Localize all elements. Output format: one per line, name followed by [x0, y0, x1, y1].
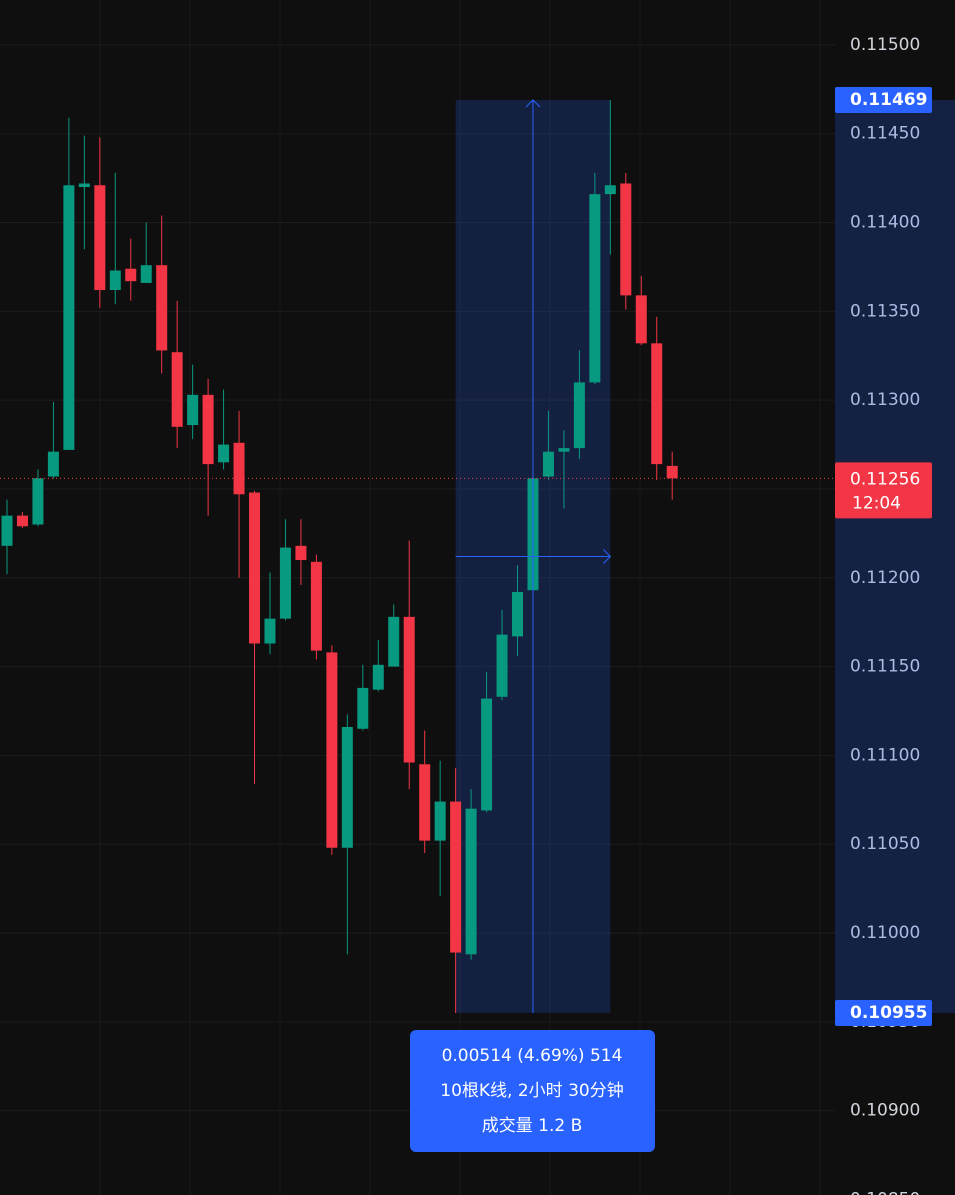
candle-body	[403, 616, 415, 763]
measure-price-tag	[835, 86, 932, 113]
y-tick-label: 0.11350	[850, 301, 920, 321]
measure-tooltip-line: 0.00514 (4.69%) 514	[442, 1046, 623, 1066]
candle-body	[218, 444, 230, 463]
candle-body	[419, 764, 431, 841]
candle-body	[388, 616, 400, 667]
candle-body	[589, 194, 601, 383]
candle-body	[450, 801, 462, 953]
candle-body	[279, 547, 291, 619]
candle-body	[1, 515, 13, 546]
candle-body	[109, 270, 121, 291]
y-tick-label: 0.11300	[850, 390, 920, 410]
y-tick-label: 0.11400	[850, 213, 920, 233]
candle-body	[651, 343, 663, 465]
measure-tooltip-line: 成交量 1.2 B	[482, 1116, 583, 1136]
candle-body	[635, 295, 647, 344]
measure-axis-band	[835, 99, 955, 1013]
candle-body	[16, 515, 28, 527]
candle-body	[202, 394, 214, 465]
last-price-tag	[835, 462, 932, 519]
y-tick-label: 0.11200	[850, 568, 920, 588]
candle-body	[249, 492, 261, 644]
candle-body	[604, 185, 616, 195]
candle-body	[125, 268, 137, 282]
candle-body	[233, 442, 245, 495]
candle-body	[496, 634, 508, 697]
candle-body	[171, 352, 183, 427]
candle-body	[94, 185, 106, 291]
candle-body	[295, 545, 307, 561]
y-tick-label: 0.11050	[850, 834, 920, 854]
measure-tooltip-line: 10根K线, 2小时 30分钟	[440, 1081, 623, 1101]
candle-body	[558, 448, 570, 452]
candle-body	[264, 618, 276, 644]
candle-body	[465, 808, 477, 955]
candle-body	[357, 687, 369, 729]
candle-body	[341, 726, 353, 848]
y-tick-label: 0.11150	[850, 657, 920, 677]
candle-body	[187, 394, 199, 426]
y-tick-label: 0.10900	[850, 1101, 920, 1121]
candle-body	[47, 451, 59, 477]
candle-body	[481, 698, 493, 811]
candle-body	[156, 265, 168, 351]
measure-tooltip	[410, 1030, 655, 1152]
candle-body	[434, 801, 446, 841]
candle-body	[310, 561, 322, 651]
measure-price-label: 0.11469	[850, 90, 927, 110]
candle-body	[140, 265, 152, 283]
candle-body	[63, 185, 75, 450]
y-tick-label: 0.10850	[850, 1189, 920, 1195]
candle-body	[573, 382, 585, 449]
measure-price-label: 0.10955	[850, 1003, 927, 1023]
y-tick-label: 0.11500	[850, 35, 920, 55]
measure-price-tag	[835, 999, 932, 1026]
candle-body	[666, 465, 678, 479]
candle-body	[620, 183, 632, 296]
y-tick-label: 0.11100	[850, 745, 920, 765]
countdown-label: 12:04	[852, 493, 901, 513]
last-price-label: 0.11256	[850, 469, 920, 489]
candle-body	[542, 451, 554, 477]
y-tick-label: 0.11450	[850, 124, 920, 144]
y-tick-label: 0.11000	[850, 923, 920, 943]
candle-body	[512, 591, 524, 637]
candle-body	[326, 652, 338, 848]
measure-arrow-right	[602, 549, 612, 564]
candle-body	[372, 664, 384, 690]
candle-body	[78, 183, 90, 188]
candle-body	[32, 478, 44, 525]
measure-arrow-up	[525, 99, 541, 108]
